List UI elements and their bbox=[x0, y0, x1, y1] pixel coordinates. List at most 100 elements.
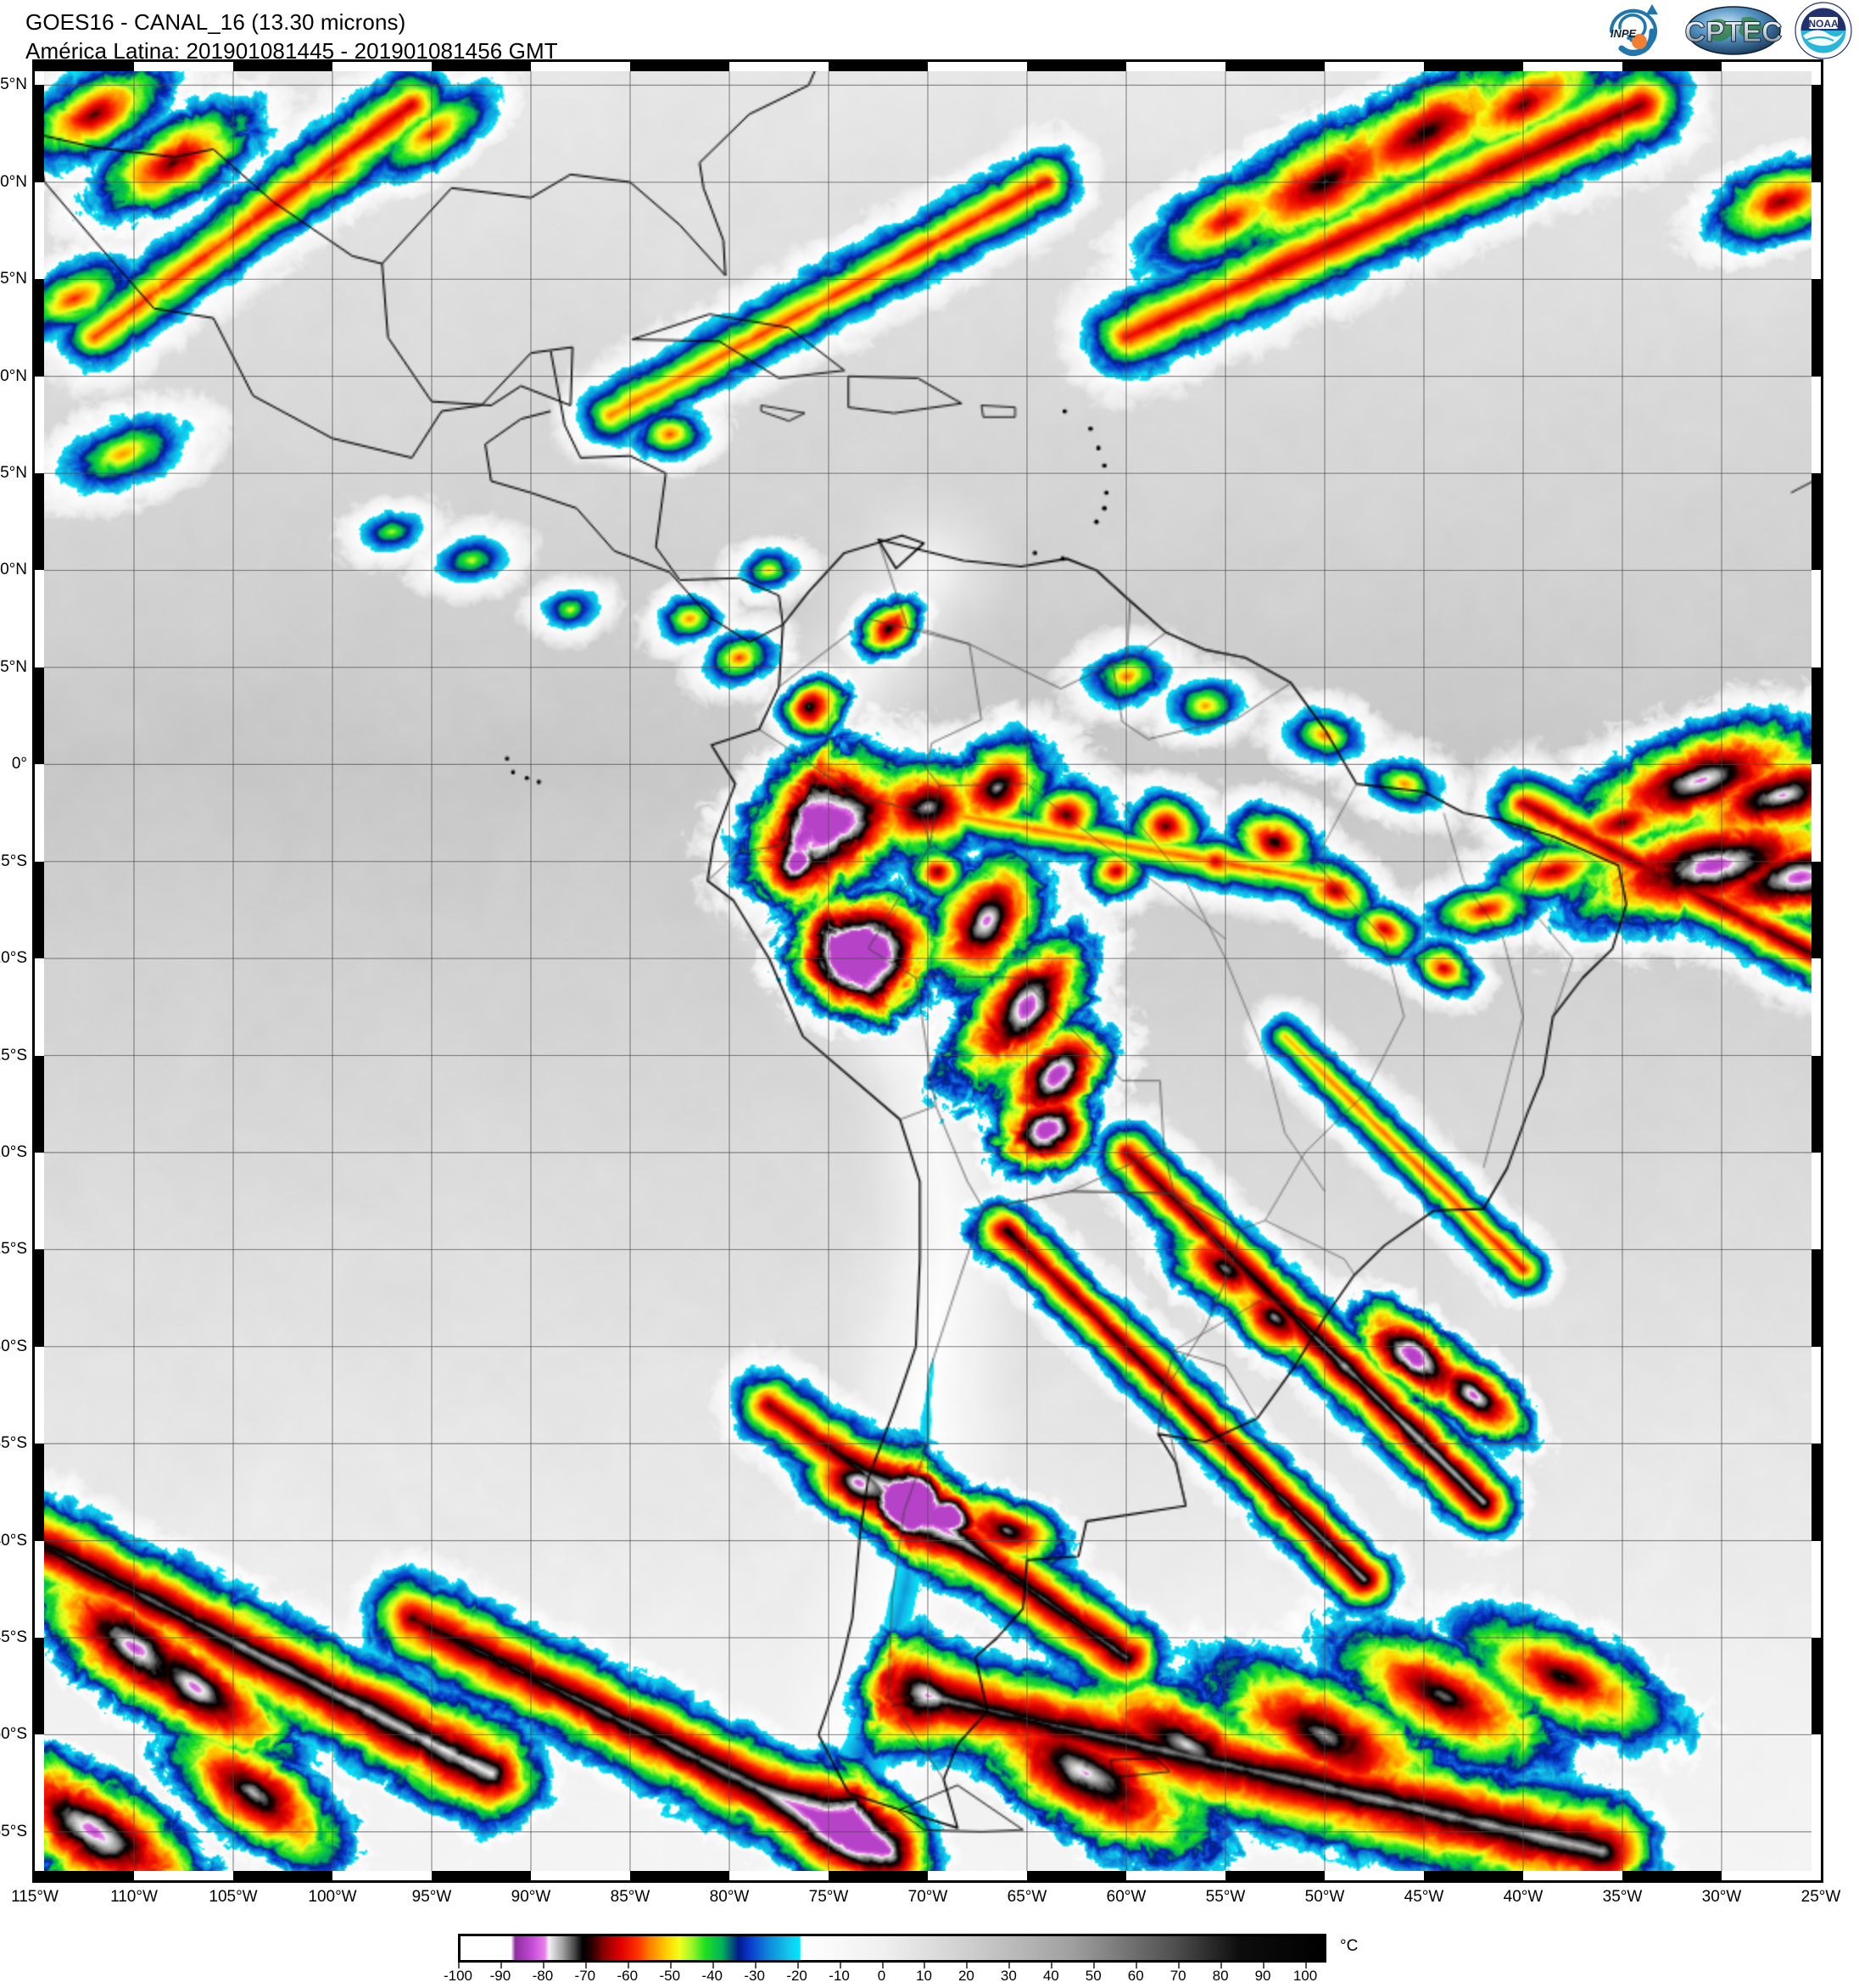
colorbar-tick bbox=[839, 1963, 841, 1968]
colorbar-tick-label: 30 bbox=[1000, 1968, 1017, 1984]
lat-tick-label: 15°S bbox=[0, 1046, 27, 1064]
colorbar-tick bbox=[1008, 1963, 1011, 1968]
colorbar-box bbox=[458, 1934, 1326, 1963]
noaa-logo-text: NOAA bbox=[1808, 18, 1839, 30]
colorbar-tick-label: 80 bbox=[1212, 1968, 1229, 1984]
colorbar-ticks bbox=[458, 1963, 1326, 1969]
colorbar-tick bbox=[1093, 1963, 1096, 1968]
lon-tick-label: 90°W bbox=[511, 1888, 551, 1906]
colorbar-tick-label: 70 bbox=[1170, 1968, 1186, 1984]
cptec-logo-text: CPTEC bbox=[1684, 16, 1782, 48]
map-frame-border bbox=[32, 59, 1823, 1883]
logo-group: INPE bbox=[1598, 0, 1852, 61]
colorbar-tick bbox=[669, 1963, 672, 1968]
colorbar-tick-label: -10 bbox=[829, 1968, 850, 1984]
lon-tick-label: 55°W bbox=[1205, 1888, 1246, 1906]
longitude-axis: 115°W 110°W 105°W 100°W 95°W 90°W 85°W 80°W 75°W… bbox=[11, 1885, 1840, 1913]
inpe-logo: INPE bbox=[1598, 3, 1672, 59]
lon-tick-label: 45°W bbox=[1404, 1888, 1444, 1906]
tick-bar-bottom bbox=[35, 1871, 1821, 1880]
lon-tick-label: 100°W bbox=[308, 1888, 357, 1906]
colorbar-gradient bbox=[461, 1936, 1324, 1960]
colorbar-unit-label: °C bbox=[1340, 1937, 1359, 1955]
lat-tick-label: 10°N bbox=[0, 561, 27, 579]
lat-tick-label: 20°N bbox=[0, 366, 27, 385]
colorbar-tick-label: 100 bbox=[1292, 1968, 1318, 1984]
lat-tick-label: 15°N bbox=[0, 464, 27, 483]
lon-tick-label: 40°W bbox=[1503, 1888, 1544, 1906]
colorbar-tick-label: 20 bbox=[957, 1968, 974, 1984]
colorbar-tick bbox=[584, 1963, 587, 1968]
colorbar-tick bbox=[542, 1963, 544, 1968]
lat-tick-label: 35°S bbox=[0, 1434, 27, 1453]
lat-tick-label: 30°S bbox=[0, 1337, 27, 1355]
colorbar-tick-label: 90 bbox=[1254, 1968, 1271, 1984]
colorbar-tick-label: 0 bbox=[877, 1968, 886, 1984]
lon-tick-label: 30°W bbox=[1701, 1888, 1742, 1906]
title-line-satellite-channel: GOES16 - CANAL_16 (13.30 microns) bbox=[25, 9, 406, 35]
colorbar-tick-label: -60 bbox=[617, 1968, 639, 1984]
lat-tick-label: 40°S bbox=[0, 1531, 27, 1550]
colorbar-tick bbox=[1051, 1963, 1053, 1968]
colorbar-tick-label: 60 bbox=[1127, 1968, 1144, 1984]
cptec-logo: CPTEC bbox=[1684, 4, 1783, 57]
lat-tick-label: 30°N bbox=[0, 172, 27, 191]
tick-bar-right bbox=[1812, 62, 1821, 1880]
colorbar-tick bbox=[712, 1963, 714, 1968]
colorbar-tick-label: -40 bbox=[701, 1968, 723, 1984]
lon-tick-label: 75°W bbox=[808, 1888, 849, 1906]
colorbar-labels: -100 -90 -80 -70 -60 -50 -40 -30 -20 -10 0 10 20 30 40… bbox=[444, 1968, 1326, 1988]
colorbar-tick bbox=[1136, 1963, 1138, 1968]
colorbar-tick-label: -50 bbox=[659, 1968, 681, 1984]
colorbar-tick-label: -20 bbox=[786, 1968, 807, 1984]
latitude-axis: 35°N 30°N 25°N 20°N 15°N 10°N 5°N 0° 5°S 10°S 15°S… bbox=[0, 59, 32, 1883]
lon-tick-label: 70°W bbox=[907, 1888, 948, 1906]
colorbar-tick bbox=[458, 1963, 460, 1968]
lon-tick-label: 110°W bbox=[110, 1888, 158, 1906]
lat-tick-label: 45°S bbox=[0, 1628, 27, 1646]
lat-tick-label: 50°S bbox=[0, 1725, 27, 1744]
colorbar-tick-label: 50 bbox=[1085, 1968, 1102, 1984]
colorbar-tick bbox=[881, 1963, 884, 1968]
colorbar-tick-label: -80 bbox=[532, 1968, 554, 1984]
lat-tick-label: 10°S bbox=[0, 949, 27, 968]
colorbar-tick-label: -70 bbox=[574, 1968, 596, 1984]
lon-tick-label: 35°W bbox=[1602, 1888, 1643, 1906]
noaa-logo: NOAA bbox=[1795, 2, 1852, 59]
colorbar-tick bbox=[500, 1963, 502, 1968]
colorbar-tick-label: -90 bbox=[489, 1968, 511, 1984]
colorbar-tick bbox=[966, 1963, 969, 1968]
colorbar-tick bbox=[1220, 1963, 1223, 1968]
colorbar-tick-label: 10 bbox=[915, 1968, 932, 1984]
lat-tick-label: 25°N bbox=[0, 270, 27, 288]
colorbar-tick bbox=[1263, 1963, 1265, 1968]
satellite-map bbox=[32, 59, 1823, 1883]
lon-tick-label: 115°W bbox=[11, 1888, 59, 1906]
tick-bar-left bbox=[35, 62, 44, 1880]
lat-tick-label: 25°S bbox=[0, 1240, 27, 1259]
colorbar-tick bbox=[1305, 1963, 1308, 1968]
lat-tick-label: 5°S bbox=[1, 852, 27, 870]
lon-tick-label: 105°W bbox=[209, 1888, 258, 1906]
lon-tick-label: 50°W bbox=[1304, 1888, 1345, 1906]
lat-tick-label: 35°N bbox=[0, 75, 27, 94]
colorbar-tick-label: 40 bbox=[1042, 1968, 1059, 1984]
lon-tick-label: 80°W bbox=[709, 1888, 750, 1906]
header: GOES16 - CANAL_16 (13.30 microns) Améric… bbox=[0, 0, 1859, 64]
colorbar-tick bbox=[627, 1963, 629, 1968]
lon-tick-label: 85°W bbox=[610, 1888, 650, 1906]
inpe-logo-text: INPE bbox=[1611, 27, 1637, 40]
colorbar-tick bbox=[1178, 1963, 1181, 1968]
colorbar-tick-label: -30 bbox=[744, 1968, 765, 1984]
colorbar-tick bbox=[924, 1963, 926, 1968]
lon-tick-label: 60°W bbox=[1106, 1888, 1147, 1906]
colorbar-tick-label: -100 bbox=[443, 1968, 473, 1984]
lon-tick-label: 95°W bbox=[411, 1888, 452, 1906]
lon-tick-label: 65°W bbox=[1007, 1888, 1047, 1906]
lat-tick-label: 0° bbox=[11, 755, 27, 773]
lat-tick-label: 55°S bbox=[0, 1822, 27, 1840]
lat-tick-label: 20°S bbox=[0, 1142, 27, 1161]
colorbar-tick bbox=[796, 1963, 799, 1968]
tick-bar-top bbox=[35, 62, 1821, 71]
colorbar-tick bbox=[754, 1963, 756, 1968]
